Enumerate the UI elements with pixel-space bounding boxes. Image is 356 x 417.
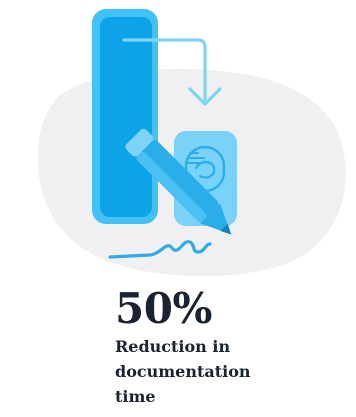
stat-block: 50% Reduction in documentation time bbox=[115, 284, 345, 409]
down-arrow-icon bbox=[122, 38, 222, 106]
tall-document-icon bbox=[92, 9, 158, 224]
stat-value: 50% bbox=[115, 284, 212, 333]
stat-label: Reduction in documentation time bbox=[115, 337, 251, 406]
document-reduction-illustration bbox=[37, 9, 346, 277]
signature-squiggle-icon bbox=[108, 240, 212, 259]
pencil-icon bbox=[125, 128, 232, 235]
